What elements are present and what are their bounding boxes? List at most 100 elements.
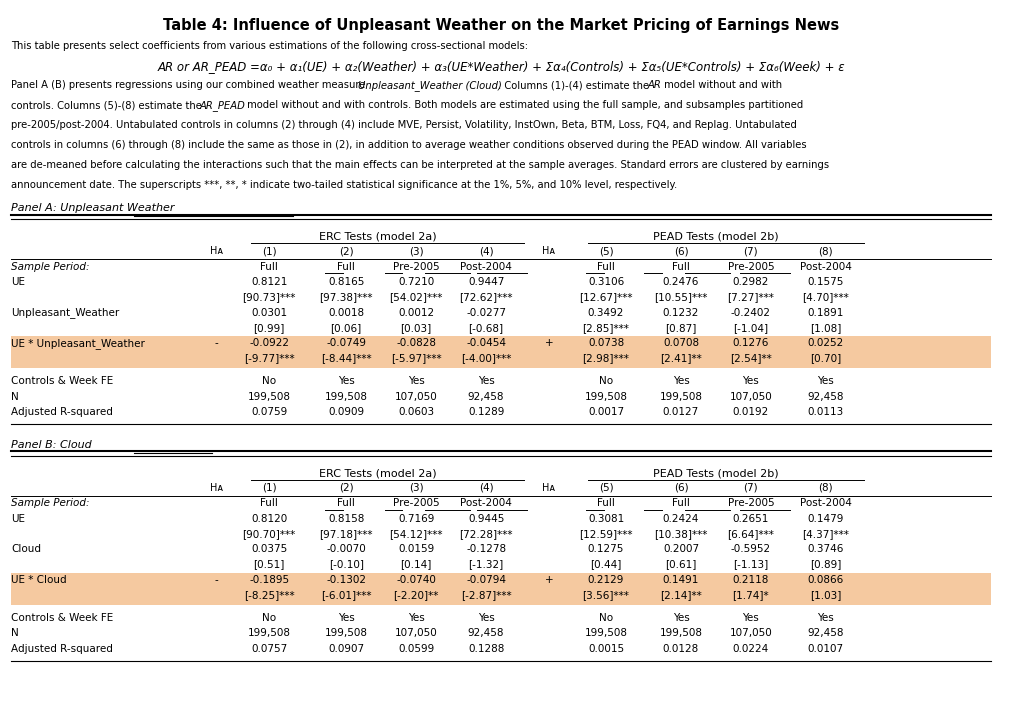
Text: -: - (214, 575, 218, 585)
Text: [-8.44]***: [-8.44]*** (321, 353, 372, 363)
Text: [-0.10]: [-0.10] (329, 560, 364, 570)
Text: [-8.25]***: [-8.25]*** (244, 590, 295, 600)
Text: Post-2004: Post-2004 (460, 262, 512, 272)
Text: pre-2005/post-2004. Untabulated controls in columns (2) through (4) include MVE,: pre-2005/post-2004. Untabulated controls… (11, 120, 797, 130)
Text: [0.44]: [0.44] (590, 560, 622, 570)
Text: Full: Full (672, 262, 690, 272)
Text: (2): (2) (339, 246, 353, 256)
Text: 92,458: 92,458 (468, 392, 505, 402)
Text: 0.0907: 0.0907 (329, 643, 365, 653)
Text: Yes: Yes (478, 376, 494, 386)
Text: [-1.13]: [-1.13] (733, 560, 768, 570)
Text: Yes: Yes (408, 613, 424, 623)
FancyBboxPatch shape (11, 573, 991, 605)
Text: UE * Cloud: UE * Cloud (11, 575, 67, 585)
Text: 0.3106: 0.3106 (588, 277, 624, 287)
Text: -0.0828: -0.0828 (397, 338, 436, 348)
Text: [-5.97]***: [-5.97]*** (390, 353, 442, 363)
Text: No: No (598, 376, 613, 386)
Text: 0.0107: 0.0107 (808, 643, 844, 653)
Text: 0.9447: 0.9447 (468, 277, 505, 287)
Text: (4): (4) (479, 246, 493, 256)
Text: Sample Period:: Sample Period: (11, 262, 90, 272)
Text: 92,458: 92,458 (808, 392, 845, 402)
Text: 199,508: 199,508 (324, 628, 368, 638)
Text: 0.0603: 0.0603 (398, 407, 435, 417)
Text: Sample Period:: Sample Period: (11, 498, 90, 508)
Text: [-0.68]: [-0.68] (469, 323, 504, 333)
Text: 0.8158: 0.8158 (328, 513, 365, 523)
Text: model without and with: model without and with (661, 81, 782, 91)
Text: -0.1895: -0.1895 (249, 575, 289, 585)
Text: (6): (6) (674, 483, 688, 493)
Text: 0.1275: 0.1275 (588, 544, 624, 554)
Text: Pre-2005: Pre-2005 (392, 262, 440, 272)
Text: 0.3492: 0.3492 (588, 308, 624, 318)
Text: are de-meaned before calculating the interactions such that the main effects can: are de-meaned before calculating the int… (11, 160, 829, 170)
Text: 0.0017: 0.0017 (588, 407, 624, 417)
Text: [0.89]: [0.89] (811, 560, 842, 570)
Text: -0.2402: -0.2402 (731, 308, 770, 318)
Text: [0.51]: [0.51] (253, 560, 285, 570)
Text: +: + (545, 338, 553, 348)
Text: Yes: Yes (743, 613, 759, 623)
Text: -0.5952: -0.5952 (731, 544, 771, 554)
Text: 0.2118: 0.2118 (732, 575, 769, 585)
Text: [-4.00]***: [-4.00]*** (460, 353, 511, 363)
Text: 199,508: 199,508 (248, 628, 290, 638)
Text: 0.0738: 0.0738 (588, 338, 624, 348)
Text: [2.41]**: [2.41]** (660, 353, 701, 363)
Text: Full: Full (261, 498, 278, 508)
Text: Adjusted R-squared: Adjusted R-squared (11, 643, 113, 653)
Text: [0.14]: [0.14] (401, 560, 432, 570)
Text: [54.12]***: [54.12]*** (389, 529, 443, 539)
Text: (2): (2) (339, 483, 353, 493)
Text: 0.9445: 0.9445 (468, 513, 505, 523)
Text: 0.8120: 0.8120 (251, 513, 287, 523)
Text: [10.55]***: [10.55]*** (654, 292, 708, 302)
Text: 0.2007: 0.2007 (663, 544, 699, 554)
Text: Panel A: Unpleasant Weather: Panel A: Unpleasant Weather (11, 203, 175, 213)
Text: 0.3746: 0.3746 (808, 544, 844, 554)
Text: 0.1575: 0.1575 (808, 277, 844, 287)
Text: 199,508: 199,508 (659, 392, 702, 402)
Text: -0.0922: -0.0922 (249, 338, 289, 348)
Text: 0.3081: 0.3081 (588, 513, 624, 523)
Text: 0.0224: 0.0224 (732, 643, 769, 653)
Text: 0.0128: 0.0128 (663, 643, 699, 653)
Text: ERC Tests (model 2a): ERC Tests (model 2a) (319, 232, 437, 242)
Text: Full: Full (597, 262, 615, 272)
Text: -0.0749: -0.0749 (327, 338, 367, 348)
Text: 199,508: 199,508 (248, 392, 290, 402)
Text: 0.2424: 0.2424 (662, 513, 699, 523)
Text: Adjusted R-squared: Adjusted R-squared (11, 407, 113, 417)
Text: 92,458: 92,458 (808, 628, 845, 638)
Text: -0.0794: -0.0794 (467, 575, 506, 585)
Text: 0.1491: 0.1491 (662, 575, 699, 585)
Text: Hᴀ: Hᴀ (210, 483, 222, 493)
Text: Post-2004: Post-2004 (800, 498, 852, 508)
Text: 0.0909: 0.0909 (329, 407, 365, 417)
Text: 0.0018: 0.0018 (329, 308, 365, 318)
Text: [2.98]***: [2.98]*** (583, 353, 629, 363)
Text: 199,508: 199,508 (324, 392, 368, 402)
Text: Controls & Week FE: Controls & Week FE (11, 613, 113, 623)
Text: 0.1276: 0.1276 (732, 338, 769, 348)
Text: [-1.04]: [-1.04] (733, 323, 768, 333)
Text: [4.37]***: [4.37]*** (802, 529, 850, 539)
FancyBboxPatch shape (11, 336, 991, 368)
Text: -0.0740: -0.0740 (397, 575, 436, 585)
Text: [2.54]**: [2.54]** (730, 353, 771, 363)
Text: 107,050: 107,050 (729, 628, 772, 638)
Text: [72.62]***: [72.62]*** (459, 292, 513, 302)
Text: 0.8121: 0.8121 (251, 277, 287, 287)
Text: [1.08]: [1.08] (811, 323, 842, 333)
Text: -0.1302: -0.1302 (327, 575, 367, 585)
Text: 0.0708: 0.0708 (663, 338, 699, 348)
Text: [7.27]***: [7.27]*** (727, 292, 775, 302)
Text: [54.02]***: [54.02]*** (389, 292, 443, 302)
Text: [90.73]***: [90.73]*** (242, 292, 296, 302)
Text: (5): (5) (598, 246, 613, 256)
Text: -0.0454: -0.0454 (467, 338, 506, 348)
Text: 0.0192: 0.0192 (732, 407, 769, 417)
